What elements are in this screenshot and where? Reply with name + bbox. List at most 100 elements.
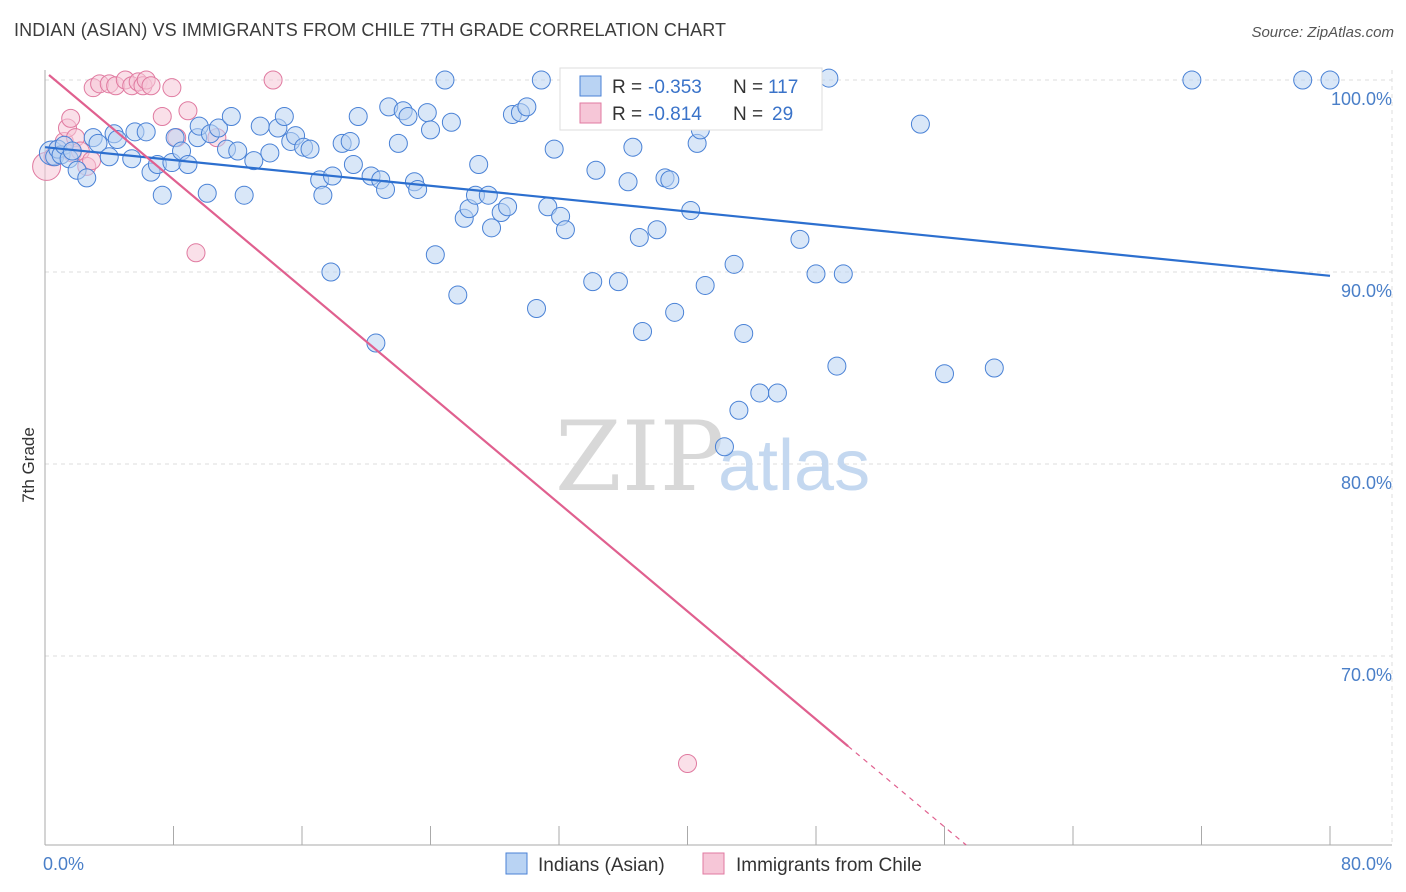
- indian-point: [984, 358, 1004, 378]
- indian-point: [321, 262, 341, 282]
- legend-n-value-0: 117: [768, 77, 798, 98]
- indian-point: [343, 154, 363, 174]
- chile-point: [61, 108, 81, 128]
- indian-trendline: [44, 146, 1331, 277]
- y-tick-label-100: 100.0%: [1331, 89, 1392, 109]
- legend-swatch-chile: [579, 102, 602, 124]
- indian-point: [178, 154, 198, 174]
- indian-point: [660, 170, 680, 190]
- axes-layer: [44, 70, 1392, 846]
- indian-point: [935, 364, 954, 384]
- indian-point: [448, 285, 468, 305]
- indian-point: [228, 141, 248, 161]
- indian-point: [1182, 70, 1202, 90]
- indian-point: [482, 218, 502, 238]
- x-tick-label-max: 80.0%: [1341, 854, 1392, 874]
- indian-point: [340, 131, 360, 151]
- legend-n-label-1: N =: [733, 104, 763, 125]
- indian-point: [734, 323, 754, 343]
- indian-point: [1293, 70, 1313, 90]
- indian-point: [910, 114, 930, 134]
- indian-point: [827, 356, 847, 376]
- indian-point: [260, 143, 280, 163]
- indian-point: [531, 70, 551, 90]
- legend-r-label-0: R =: [612, 77, 642, 98]
- indian-point: [647, 220, 667, 240]
- indian-point: [478, 185, 498, 205]
- legend-r-value-0: -0.353: [648, 77, 702, 98]
- indian-point: [498, 197, 518, 217]
- tick-labels: 70.0% 80.0% 90.0% 100.0% 0.0% 80.0%: [43, 89, 1392, 874]
- indian-point: [629, 227, 649, 247]
- legend-swatch-indians: [579, 75, 602, 97]
- indian-point: [441, 112, 461, 132]
- indian-point: [208, 118, 228, 138]
- indian-point: [833, 264, 853, 284]
- trend-lines: [44, 74, 1331, 846]
- indian-point: [197, 183, 217, 203]
- indian-point: [583, 272, 603, 292]
- indian-point: [714, 437, 734, 457]
- bottom-legend-swatch-chile: [702, 852, 725, 875]
- bottom-legend-indians: Indians (Asian): [538, 855, 665, 876]
- chile-point: [178, 101, 198, 121]
- chile-point: [152, 106, 172, 126]
- indian-point: [313, 185, 333, 205]
- chart-title: INDIAN (ASIAN) VS IMMIGRANTS FROM CHILE …: [14, 20, 727, 40]
- indian-point: [623, 137, 643, 157]
- indian-point: [435, 70, 455, 90]
- y-axis-label: 7th Grade: [19, 427, 38, 503]
- legend-box: R = -0.353 N = 117 R = -0.814 N = 29: [559, 67, 823, 131]
- indian-point: [618, 172, 638, 192]
- indian-point: [724, 254, 744, 274]
- chile-point: [186, 243, 206, 263]
- indian-point: [767, 383, 787, 403]
- indian-point: [77, 168, 97, 188]
- indian-point: [388, 133, 408, 153]
- y-tick-label-70: 70.0%: [1341, 665, 1392, 685]
- indian-point: [250, 116, 270, 136]
- chile-point: [263, 70, 283, 90]
- source-label: Source: ZipAtlas.com: [1251, 24, 1394, 41]
- x-tick-label-min: 0.0%: [43, 854, 84, 874]
- indian-point: [417, 103, 437, 123]
- indian-point: [122, 149, 142, 169]
- indian-point: [819, 68, 839, 88]
- indian-point: [633, 322, 653, 342]
- chile-point: [141, 76, 161, 96]
- indian-point: [421, 120, 440, 140]
- legend-r-label-1: R =: [612, 104, 642, 125]
- bottom-legend: Indians (Asian) Immigrants from Chile: [505, 852, 922, 876]
- indian-point: [1320, 70, 1340, 90]
- indian-point: [750, 383, 770, 403]
- indian-point: [608, 272, 628, 292]
- indian-point: [99, 147, 119, 167]
- indian-point: [806, 264, 826, 284]
- indian-point: [152, 185, 172, 205]
- indian-point: [729, 400, 749, 420]
- indian-point: [469, 154, 489, 174]
- chile-trendline-extension: [847, 745, 967, 846]
- indian-point: [517, 97, 537, 117]
- indian-point: [136, 122, 156, 142]
- indian-point: [244, 151, 264, 171]
- chile-point: [162, 78, 182, 98]
- watermark-zip: ZIP: [555, 401, 724, 513]
- indian-point: [234, 185, 254, 205]
- indian-point: [376, 179, 396, 199]
- indian-point: [348, 106, 368, 126]
- indian-point: [425, 245, 445, 265]
- indian-point: [300, 139, 320, 159]
- indian-point: [527, 298, 547, 318]
- legend-r-value-1: -0.814: [648, 104, 702, 125]
- watermark: ZIP atlas: [555, 401, 870, 513]
- y-tick-label-90: 90.0%: [1341, 281, 1392, 301]
- chile-point: [678, 754, 697, 774]
- y-tick-label-80: 80.0%: [1341, 473, 1392, 493]
- indian-point: [274, 106, 294, 126]
- bottom-legend-swatch-indians: [505, 852, 528, 875]
- legend-n-value-1: 29: [772, 104, 793, 125]
- indian-point: [544, 139, 564, 159]
- indian-point: [221, 106, 241, 126]
